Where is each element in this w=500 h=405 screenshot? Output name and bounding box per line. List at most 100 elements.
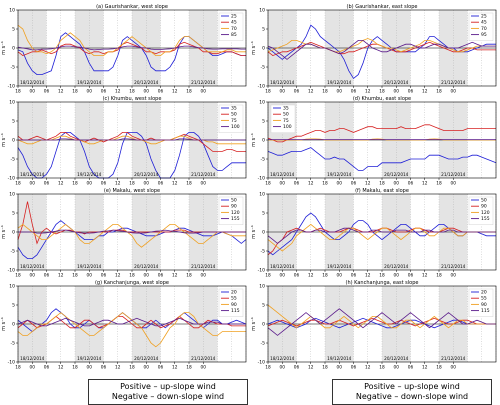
x-tick-label: 00 [144,181,150,187]
x-tick-label: 18 [436,89,442,95]
y-tick-label: -10 [8,360,15,366]
date-label: 19/12/2014 [327,356,351,361]
x-tick-label: 12 [172,89,178,95]
y-tick-label: -10 [258,268,265,274]
x-tick-label: 00 [394,365,400,371]
x-tick-label: 06 [294,181,300,187]
x-tick-label: 06 [294,273,300,279]
x-tick-label: 06 [351,181,357,187]
legend-label: 55 [231,296,237,302]
legend-label: 95 [481,32,487,38]
x-tick-label: 00 [337,89,343,95]
x-tick-label: 18 [186,365,192,371]
x-tick-label: 06 [101,365,107,371]
y-tick-label: -10 [258,176,265,182]
y-tick-label: 10 [9,192,15,198]
legend-label: 50 [283,112,289,118]
legend-label: 100 [231,124,240,130]
x-tick-label: 12 [58,273,64,279]
legend-label: 155 [481,216,490,222]
series-line-55 [267,317,496,327]
y-tick-label: -10 [8,84,15,90]
x-tick-label: 12 [365,181,371,187]
x-tick-label: 06 [101,273,107,279]
legend-label: 50 [231,198,237,204]
series-line-100 [18,138,246,141]
legend-label: 20 [481,290,487,296]
legend-label: 90 [231,302,237,308]
date-label: 19/12/2014 [327,80,351,85]
x-tick-label: 00 [87,181,93,187]
x-tick-label: 18 [72,181,78,187]
date-label: 19/12/2014 [327,264,351,269]
x-tick-label: 18 [322,181,328,187]
x-tick-label: 12 [172,273,178,279]
panel-title: (a) Gaurishankar, west slope [96,4,168,10]
x-tick-label: 00 [87,365,93,371]
x-tick-label: 18 [129,365,135,371]
y-tick-label: -5 [11,157,16,163]
y-tick-label: -5 [11,249,16,255]
date-label: 19/12/2014 [77,264,101,269]
series-line-50 [17,220,247,260]
x-tick-label: 00 [201,181,207,187]
legend-label: 50 [231,112,237,118]
x-tick-label: 06 [44,365,50,371]
legend-label: 85 [231,32,237,38]
legend-label: 45 [481,20,487,26]
x-tick-label: 00 [30,181,36,187]
date-label: 21/12/2014 [441,80,465,85]
legend-label: 75 [231,118,237,124]
x-tick-label: 00 [280,181,286,187]
x-tick-label: 18 [265,273,271,279]
panel-e: (e) Makalu, west slope -10 -5 0 5 10 m s⁻¹ 18 00… [1,188,247,279]
x-tick-label: 00 [144,273,150,279]
note-box-left: Positive – up-slope wind Negative – down… [88,379,248,405]
legend-label: 120 [481,210,490,216]
series-line-115 [267,308,496,336]
x-tick-label: 12 [58,181,64,187]
y-tick-label: -10 [8,176,15,182]
x-tick-label: 18 [379,273,385,279]
panel-title: (e) Makalu, west slope [104,188,160,194]
x-tick-label: 12 [308,365,314,371]
y-tick-label: 5 [12,211,15,217]
x-tick-label: 18 [265,89,271,95]
x-tick-label: 00 [280,273,286,279]
date-label: 21/12/2014 [441,356,465,361]
y-tick-label: -5 [11,341,16,347]
x-tick-label: 06 [158,89,164,95]
y-tick-label: 5 [12,27,15,33]
x-tick-label: 18 [186,181,192,187]
x-tick-label: 18 [379,181,385,187]
legend-label: 50 [481,198,487,204]
date-label: 20/12/2014 [384,264,408,269]
y-tick-label: 0 [12,230,15,236]
x-tick-label: 18 [15,365,21,371]
y-tick-label: -10 [258,84,265,90]
y-axis-label: m s⁻¹ [1,133,7,147]
date-label: 18/12/2014 [20,172,44,177]
x-tick-label: 12 [58,365,64,371]
series-line-50 [17,131,246,152]
x-tick-label: 00 [30,273,36,279]
x-tick-label: 18 [436,181,442,187]
series-line-115 [17,317,246,327]
x-tick-label: 18 [72,273,78,279]
legend-label: 90 [481,204,487,210]
legend-label: 90 [481,302,487,308]
legend-label: 155 [231,216,240,222]
y-tick-label: 10 [9,284,15,290]
series-line-85 [17,45,246,51]
legend-box [218,12,244,41]
x-tick-label: 18 [265,365,271,371]
y-axis-label: m s⁻¹ [1,225,7,239]
y-axis-label: m s⁻¹ [251,133,257,147]
y-tick-label: -10 [8,268,15,274]
y-tick-label: 10 [259,100,265,106]
date-label: 18/12/2014 [270,356,294,361]
